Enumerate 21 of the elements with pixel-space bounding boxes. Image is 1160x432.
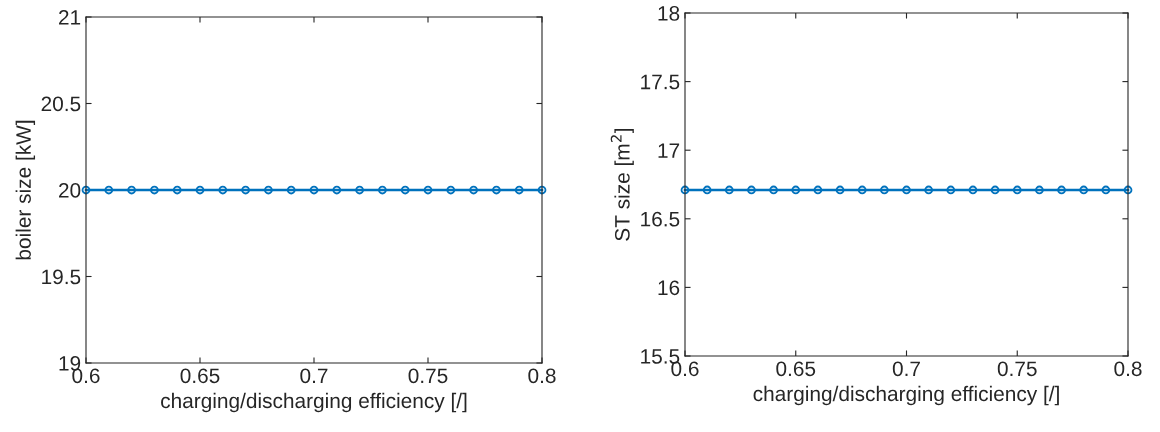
y-tick-label: 20 [59, 183, 81, 198]
y-tick-label: 17.5 [641, 74, 680, 90]
y-tick-label: 21 [59, 10, 81, 25]
x-axis-title: charging/discharging efficiency [/] [161, 392, 467, 413]
x-tick-label: 0.8 [528, 368, 556, 384]
x-tick-label: 0.65 [776, 361, 816, 377]
y-tick-label: 20.5 [41, 96, 81, 112]
x-tick-label: 0.65 [180, 368, 220, 384]
x-axis-title: charging/discharging efficiency [/] [753, 385, 1059, 406]
y-axis-title: ST size [m$^{2}$] [610, 128, 634, 241]
x-tick-label: 0.7 [300, 368, 328, 384]
y-tick-label: 18 [658, 6, 680, 21]
y-tick-label: 19.5 [42, 269, 81, 285]
y-tick-label: 16 [658, 280, 680, 296]
x-tick-label: 0.75 [408, 368, 448, 384]
y-axis-title: boiler size [kW] [15, 120, 36, 260]
x-tick-label: 0.75 [997, 361, 1037, 377]
x-tick-label: 0.8 [1114, 361, 1142, 377]
y-tick-label: 16.5 [641, 211, 680, 227]
x-tick-label: 0.7 [892, 361, 920, 377]
y-tick-label: 17 [658, 143, 680, 158]
